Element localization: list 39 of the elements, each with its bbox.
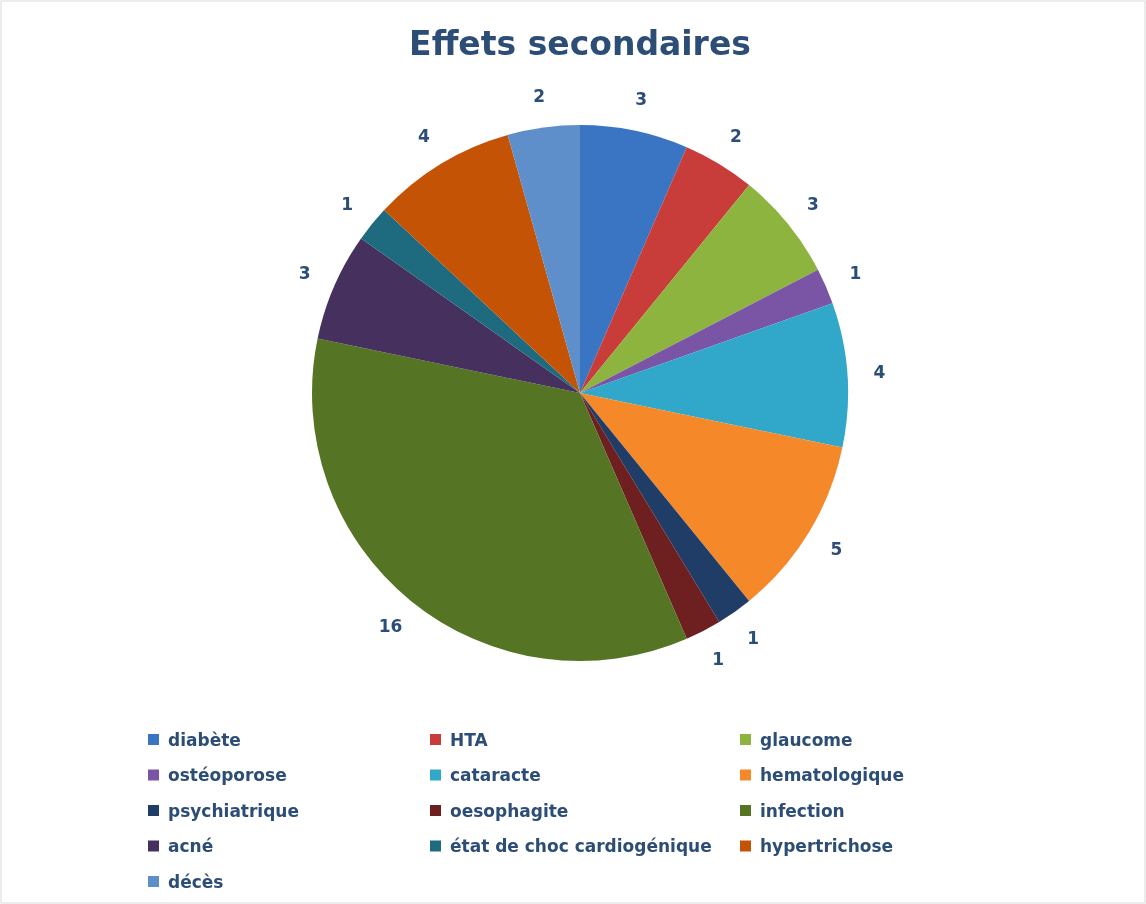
legend-label: ostéoporose <box>168 765 287 786</box>
pie-slice <box>580 393 720 639</box>
legend-label: état de choc cardiogénique <box>450 836 712 857</box>
legend-label: diabète <box>168 729 241 750</box>
legend-label: psychiatrique <box>168 800 299 821</box>
data-label: 2 <box>730 126 742 147</box>
data-label: 2 <box>533 85 546 106</box>
pie-slice <box>507 125 580 393</box>
data-label: 3 <box>298 263 311 284</box>
legend-label: glaucome <box>760 729 853 750</box>
pie-slice <box>580 303 848 448</box>
legend-label: hematologique <box>760 765 904 786</box>
data-label: 1 <box>712 649 725 670</box>
legend-label: cataracte <box>450 765 541 786</box>
pie-slice <box>580 125 687 393</box>
data-label: 4 <box>873 362 886 383</box>
chart-title: Effets secondaires <box>409 24 751 63</box>
data-label: 1 <box>849 263 862 284</box>
data-label: 3 <box>806 193 819 214</box>
pie-slice <box>580 269 833 393</box>
pie-slice <box>361 210 580 393</box>
pie-slice <box>580 147 750 393</box>
legend-label: acné <box>168 836 214 857</box>
data-label: 1 <box>747 628 760 649</box>
legend-label: HTA <box>450 729 489 750</box>
data-label: 3 <box>635 89 647 110</box>
pie-slice <box>580 185 818 393</box>
legend-label: hypertrichose <box>760 836 894 857</box>
legend-label: oesophagite <box>450 800 569 821</box>
legend-label: infection <box>760 800 845 821</box>
pie-slice <box>580 393 750 622</box>
pie-slice <box>580 393 843 601</box>
data-label: 4 <box>418 126 431 147</box>
pie-slice <box>317 238 580 393</box>
data-label: 16 <box>378 615 403 636</box>
data-label: 5 <box>830 538 843 559</box>
legend-label: décès <box>168 871 224 892</box>
data-label: 1 <box>341 193 354 214</box>
pie-slice <box>312 338 687 661</box>
